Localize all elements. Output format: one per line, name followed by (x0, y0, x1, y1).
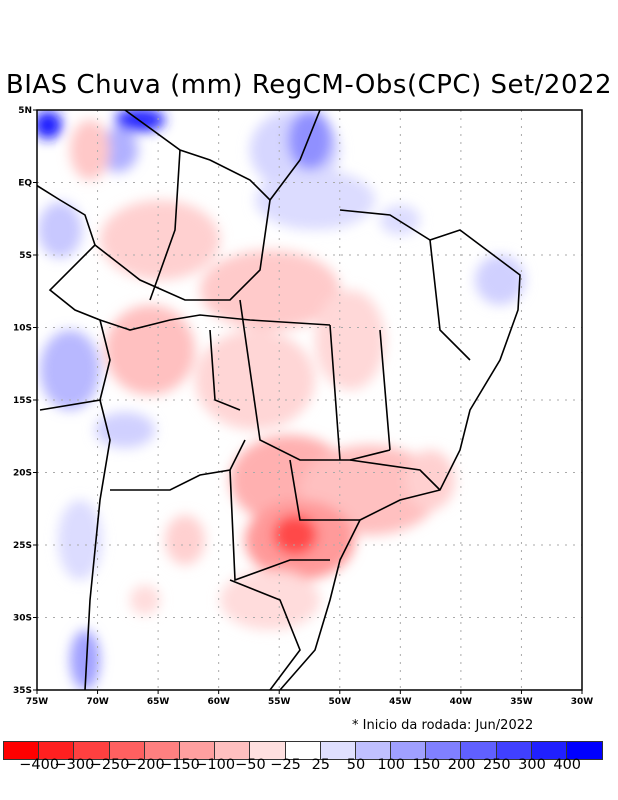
lon-tick-label: 75W (26, 697, 49, 707)
bias-blob (288, 110, 332, 170)
bias-blob (58, 500, 102, 580)
border-line (110, 439, 246, 491)
colorbar-label: −100 (195, 757, 236, 773)
lat-tick-label: 5S (19, 251, 32, 261)
colorbar-label: 200 (447, 757, 476, 773)
country-borders (37, 110, 521, 690)
bias-blob (100, 200, 220, 280)
border-line (84, 399, 111, 690)
border-line (229, 469, 330, 582)
colorbar-swatch (144, 742, 180, 759)
lon-tick-label: 55W (268, 697, 291, 707)
colorbar-label: 150 (412, 757, 441, 773)
colorbar-swatch (461, 742, 497, 759)
lon-tick-label: 45W (389, 697, 412, 707)
lat-tick-label: 30S (13, 614, 32, 624)
lon-tick-label: 30W (571, 697, 594, 707)
lon-tick-label: 65W (147, 697, 170, 707)
bias-blob (195, 330, 315, 430)
bias-blob (165, 515, 205, 565)
lon-tick-label: 40W (450, 697, 473, 707)
border-line (229, 579, 301, 690)
colorbar-label: 50 (346, 757, 366, 773)
bias-blob (38, 202, 82, 258)
colorbar-swatch (567, 742, 603, 759)
bias-blob (273, 515, 317, 555)
colorbar-label: −25 (270, 757, 301, 773)
lat-tick-label: 25S (13, 541, 32, 551)
bias-blob (220, 570, 320, 630)
colorbar-label: −50 (235, 757, 266, 773)
bias-blob (70, 630, 100, 690)
bias-blob (37, 111, 62, 139)
colorbar-swatch (74, 742, 110, 759)
lat-tick-label: 10S (13, 324, 32, 334)
lat-tick-label: EQ (18, 179, 32, 189)
bias-map: 5N EQ 5S 10S 15S 20S 25S 30S 35S 75W 70W 65W 60W 55W… (13, 106, 594, 707)
bias-field (37, 110, 525, 690)
latitude-axis: 5N EQ 5S 10S 15S 20S 25S 30S 35S (13, 106, 37, 696)
colorbar-swatch (39, 742, 75, 759)
border-line (37, 184, 111, 411)
run-start-note: * Inicio da rodada: Jun/2022 (352, 718, 534, 733)
bias-blob (130, 585, 160, 615)
colorbar-swatch (391, 742, 427, 759)
lat-tick-label: 15S (13, 396, 32, 406)
bias-blob (70, 120, 110, 180)
colorbar-swatch (285, 742, 321, 759)
border-line (94, 199, 271, 301)
colorbar-label: −200 (124, 757, 165, 773)
border-line (329, 239, 471, 461)
bias-blob (255, 170, 375, 230)
colorbar-swatch (109, 742, 145, 759)
colorbar (3, 741, 604, 760)
colorbar-swatch (496, 742, 532, 759)
lat-tick-label: 20S (13, 469, 32, 479)
colorbar-label: −300 (54, 757, 95, 773)
colorbar-swatch (320, 742, 356, 759)
colorbar-label: 250 (482, 757, 511, 773)
bias-blob (200, 250, 340, 330)
colorbar-label: 300 (518, 757, 546, 773)
border-line (279, 209, 521, 690)
colorbar-swatch (179, 742, 216, 759)
lat-tick-label: 35S (13, 686, 32, 696)
colorbar-label: −150 (160, 757, 200, 773)
bias-blob (40, 330, 100, 410)
colorbar-swatch (531, 742, 567, 759)
colorbar-label: 100 (377, 757, 406, 773)
lon-tick-label: 35W (510, 697, 533, 707)
colorbar-swatch (215, 742, 251, 759)
colorbar-swatch (355, 742, 392, 759)
lon-tick-label: 70W (86, 697, 109, 707)
colorbar-label: −400 (19, 757, 60, 773)
colorbar-swatch (250, 742, 286, 759)
colorbar-swatch (426, 742, 462, 759)
colorbar-label: 25 (311, 757, 331, 773)
lon-tick-label: 60W (207, 697, 230, 707)
lat-tick-label: 5N (18, 106, 32, 116)
map-title: BIAS Chuva (mm) RegCM-Obs(CPC) Set/2022 (5, 70, 613, 100)
colorbar-swatch (4, 742, 40, 759)
bias-blob (475, 255, 525, 305)
colorbar-label: 400 (553, 757, 582, 773)
lon-tick-label: 50W (329, 697, 352, 707)
border-line (149, 149, 241, 411)
colorbar-label: −250 (89, 757, 130, 773)
longitude-axis: 75W 70W 65W 60W 55W 50W 45W 40W 35W 30W (26, 690, 594, 707)
border-line (239, 299, 391, 461)
bias-blob (315, 290, 385, 390)
border-line (99, 314, 331, 331)
bias-blob (105, 305, 195, 395)
border-line (289, 459, 441, 521)
